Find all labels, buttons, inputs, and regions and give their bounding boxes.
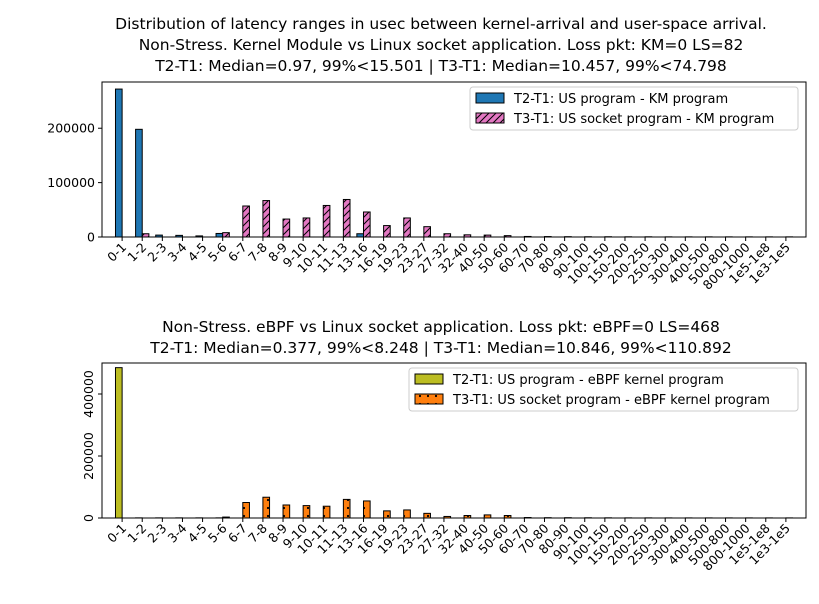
bar-1-1-12 [363,501,370,518]
bar-0-1-7 [263,201,270,237]
legend-swatch-0-1 [476,113,504,123]
bar-0-0-0 [115,89,122,237]
bar-0-1-9 [303,218,310,237]
bar-1-1-14 [404,510,411,518]
y-tick-label-1-1: 200000 [81,432,96,480]
bar-0-1-15 [424,227,431,237]
legend-0: T2-T1: US program - KM program T3-T1: US … [470,87,798,130]
bar-0-1-8 [283,219,290,237]
bottom-bar-chart: 02000004000000-11-22-33-44-55-66-77-88-9… [81,363,806,574]
legend-label-1-1: T3-T1: US socket program - eBPF kernel p… [452,393,770,408]
legend-1: T2-T1: US program - eBPF kernel program T… [409,368,798,411]
legend-swatch-1-0 [415,374,443,384]
bar-1-1-9 [303,506,310,518]
y-tick-label-0-2: 200000 [47,121,95,136]
y-tick-label-0-1: 100000 [47,175,95,190]
bar-0-1-5 [223,233,230,237]
top-bar-chart: 01000002000000-11-22-33-44-55-66-77-88-9… [47,82,806,293]
bar-1-1-7 [263,497,270,518]
bar-0-1-14 [404,218,411,237]
bar-1-1-13 [384,511,391,518]
legend-label-0-1: T3-T1: US socket program - KM program [513,112,774,127]
legend-swatch-0-0 [476,93,504,103]
bar-0-1-6 [243,206,250,237]
legend-swatch-1-1 [415,394,443,404]
bar-0-1-10 [323,205,330,237]
bottom-chart-title-line-2: T2-T1: Median=0.377, 99%<8.248 | T3-T1: … [149,339,731,357]
bottom-chart-title-line-1: Non-Stress. eBPF vs Linux socket applica… [162,318,720,336]
bar-0-1-13 [384,226,391,237]
y-tick-label-1-2: 400000 [81,370,96,418]
y-tick-label-1-0: 0 [81,514,96,522]
bar-0-0-5 [216,233,223,237]
bar-1-1-6 [243,503,250,519]
bar-1-1-11 [343,499,350,518]
legend-label-1-0: T2-T1: US program - eBPF kernel program [452,373,724,388]
top-chart-title-line-2: Non-Stress. Kernel Module vs Linux socke… [139,36,744,54]
bar-0-1-11 [343,199,350,237]
bar-0-0-1 [136,129,143,237]
bar-1-1-10 [323,506,330,518]
top-chart-title-line-1: Distribution of latency ranges in usec b… [115,15,767,33]
y-tick-label-0-0: 0 [87,230,95,245]
bar-1-1-15 [424,513,431,518]
top-chart-title-line-3: T2-T1: Median=0.97, 99%<15.501 | T3-T1: … [154,57,727,75]
legend-label-0-0: T2-T1: US program - KM program [513,92,728,107]
bar-1-1-8 [283,505,290,518]
bar-0-1-12 [363,212,370,237]
bar-1-0-0 [115,368,122,518]
